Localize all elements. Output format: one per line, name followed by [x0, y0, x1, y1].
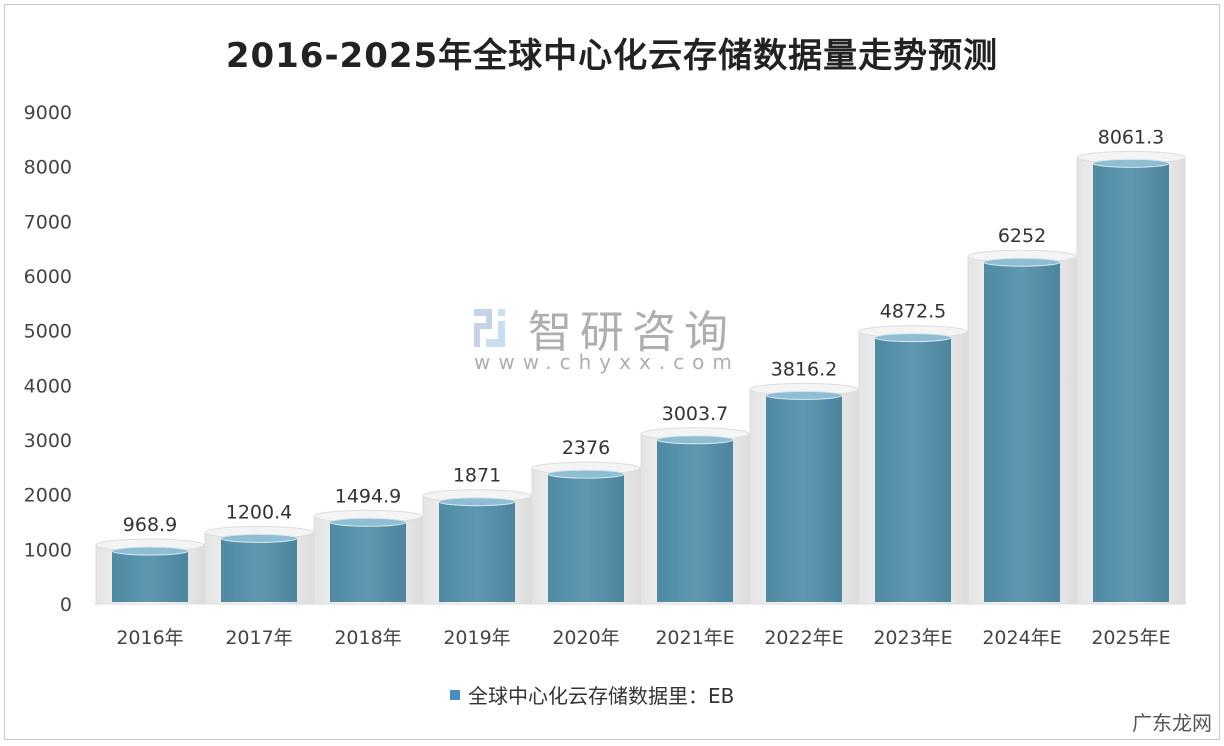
- x-tick-label: 2020年: [552, 627, 619, 649]
- x-tick-label: 2016年: [116, 627, 183, 649]
- bar-top: [438, 497, 516, 507]
- bar-top: [329, 517, 407, 527]
- bar: [221, 538, 297, 602]
- y-tick-label: 0: [60, 594, 72, 616]
- data-label: 1200.4: [226, 501, 292, 523]
- bar: [112, 551, 188, 602]
- y-tick-label: 1000: [24, 539, 72, 561]
- x-tick-label: 2018年: [334, 627, 401, 649]
- data-label: 1871: [453, 465, 501, 487]
- data-label: 2376: [562, 437, 610, 459]
- data-label: 3816.2: [771, 358, 837, 380]
- data-label: 3003.7: [662, 403, 728, 425]
- y-tick-label: 3000: [24, 430, 72, 452]
- chart-title: 2016-2025年全球中心化云存储数据量走势预测: [225, 36, 999, 76]
- y-tick-label: 5000: [24, 321, 72, 343]
- bar-top: [656, 435, 734, 445]
- watermark-url: www.chyxx.com: [474, 350, 740, 374]
- watermark: 智研咨询 www.chyxx.com: [472, 296, 736, 374]
- y-tick-label: 6000: [24, 266, 72, 288]
- data-label: 1494.9: [335, 485, 401, 507]
- x-tick-label: 2024年E: [982, 627, 1061, 649]
- bar-top: [983, 257, 1061, 267]
- x-tick-label: 2023年E: [873, 627, 952, 649]
- legend-swatch: [450, 689, 460, 700]
- x-tick-label: 2017年: [225, 627, 292, 649]
- y-tick-label: 4000: [24, 375, 72, 397]
- bar: [984, 262, 1060, 602]
- y-tick-label: 2000: [24, 485, 72, 507]
- bar-top: [111, 546, 189, 556]
- legend-label: 全球中心化云存储数据里：EB: [468, 684, 735, 708]
- data-label: 6252: [998, 225, 1046, 247]
- y-tick-label: 8000: [24, 157, 72, 179]
- data-label: 968.9: [123, 514, 177, 536]
- bar-top: [547, 469, 625, 479]
- y-tick-label: 7000: [24, 211, 72, 233]
- bar: [330, 522, 406, 602]
- bar-top: [1092, 158, 1170, 168]
- watermark-name: 智研咨询: [528, 307, 736, 358]
- bar: [657, 439, 733, 602]
- bar: [766, 395, 842, 602]
- bar: [1093, 163, 1169, 602]
- bar: [548, 474, 624, 602]
- corner-watermark: 广东龙网: [1128, 705, 1216, 738]
- y-tick-label: 9000: [24, 102, 72, 124]
- watermark-logo-icon: [474, 309, 505, 347]
- x-tick-label: 2022年E: [764, 627, 843, 649]
- x-tick-label: 2019年: [443, 627, 510, 649]
- x-tick-label: 2021年E: [655, 627, 734, 649]
- bar: [439, 501, 515, 602]
- data-label: 4872.5: [880, 301, 946, 323]
- bar-top: [220, 533, 298, 543]
- x-tick-label: 2025年E: [1091, 627, 1170, 649]
- bar-top: [874, 333, 952, 343]
- legend: 全球中心化云存储数据里：EB: [450, 680, 734, 709]
- bar-top: [765, 390, 843, 400]
- data-label: 8061.3: [1098, 126, 1164, 148]
- bar: [875, 337, 951, 602]
